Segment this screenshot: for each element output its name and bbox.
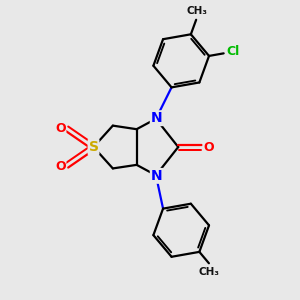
Text: N: N [151, 111, 162, 125]
Text: O: O [55, 122, 66, 134]
Text: Cl: Cl [226, 45, 240, 58]
Text: CH₃: CH₃ [187, 7, 208, 16]
Text: CH₃: CH₃ [198, 267, 219, 277]
Text: N: N [151, 169, 162, 183]
Text: O: O [203, 140, 214, 154]
Text: O: O [55, 160, 66, 172]
Text: S: S [88, 140, 98, 154]
